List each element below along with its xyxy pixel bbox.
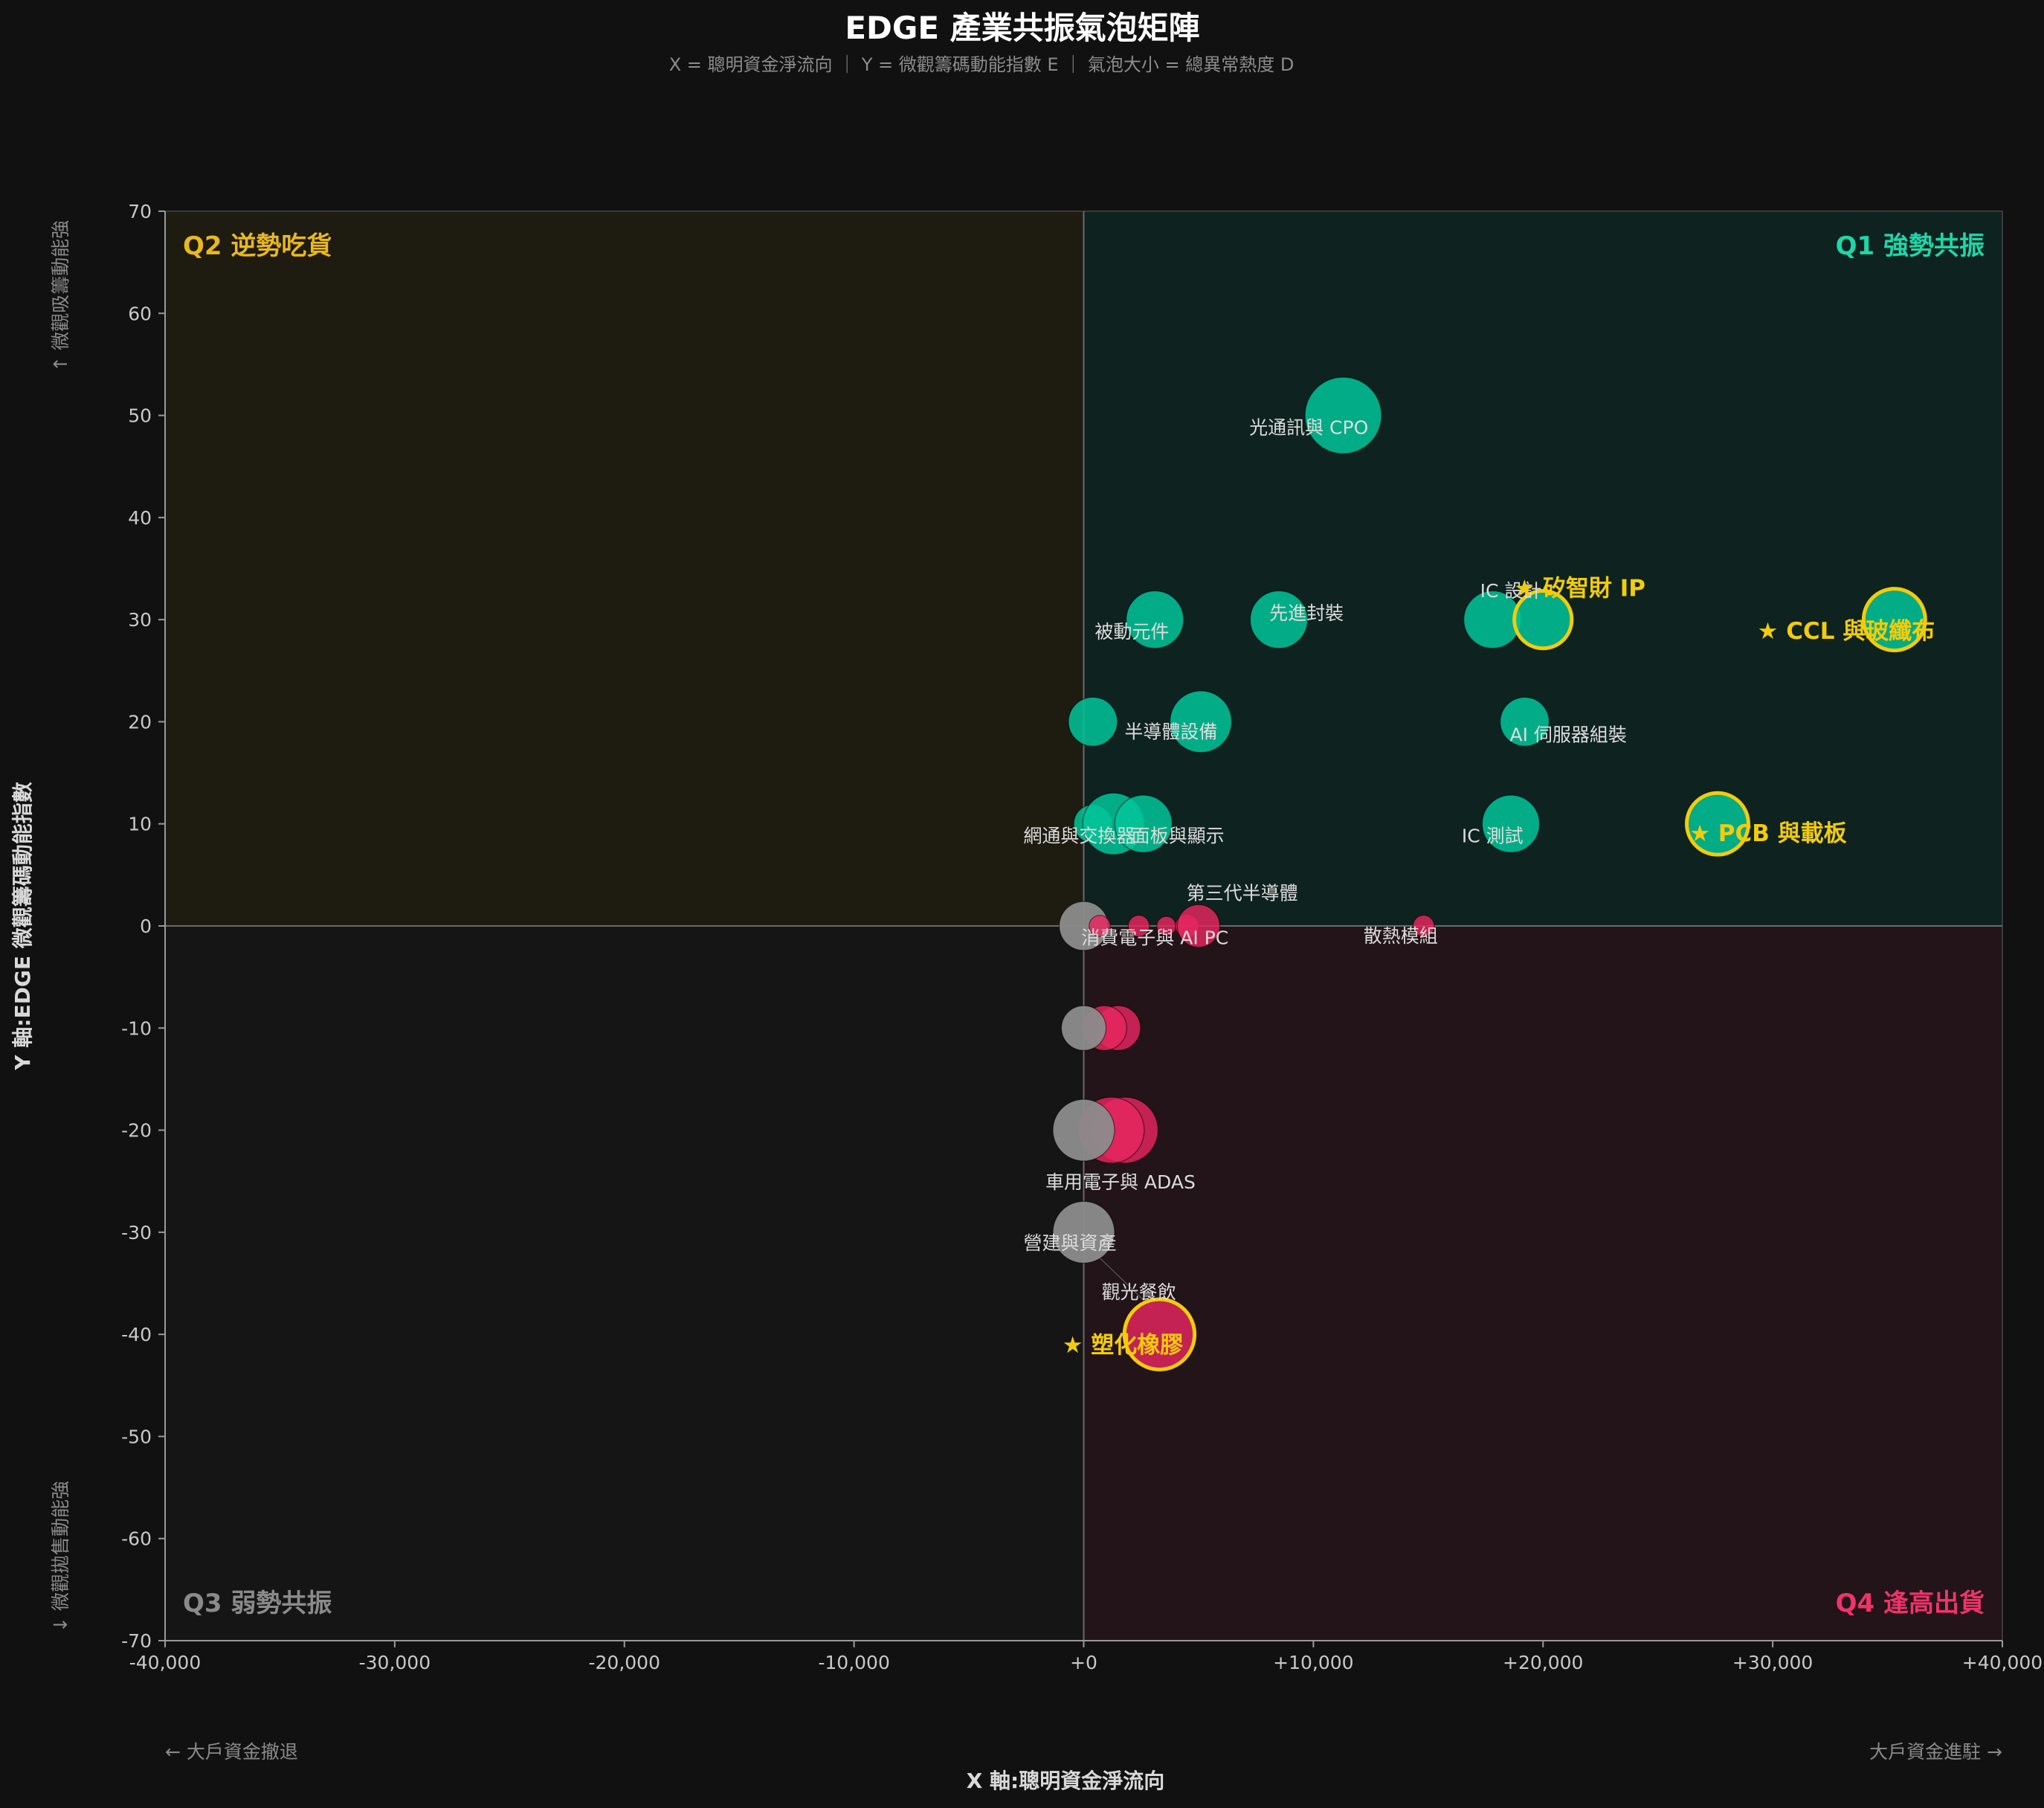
bubble	[1304, 376, 1382, 454]
x-axis-right-note: 大戶資金進駐 →	[1869, 1741, 2002, 1763]
bubble	[1126, 590, 1184, 649]
bubble	[1685, 791, 1750, 857]
y-tick-label: 40	[128, 507, 152, 529]
bubble	[1176, 904, 1221, 948]
bubble	[1249, 590, 1309, 649]
quadrant-backgrounds	[165, 211, 2002, 1641]
y-tick-label: 50	[128, 405, 152, 427]
y-tick-label: 10	[128, 814, 152, 835]
bubble	[1127, 915, 1150, 937]
y-axis-bottom-note: ↓ 微觀拋售動能強	[50, 1481, 71, 1632]
point-label: AI 伺服器組裝	[1510, 724, 1627, 746]
y-axis-label: Y 軸:EDGE 微觀籌碼動能指數	[10, 782, 35, 1070]
point-label: 網通與交換器	[1023, 825, 1135, 846]
quadrant-bg-q3	[165, 926, 1084, 1641]
point-label: 散熱模組	[1364, 925, 1438, 947]
y-tick-label: -50	[121, 1426, 152, 1447]
bubble	[1114, 794, 1173, 853]
bubble	[1089, 915, 1112, 937]
x-tick-label: +10,000	[1273, 1652, 1353, 1673]
point-label: 營建與資產	[1023, 1232, 1116, 1254]
y-tick-label: -40	[121, 1324, 152, 1345]
y-tick-label: 30	[128, 609, 152, 631]
quadrant-label-q3: Q3 弱勢共振	[183, 1589, 332, 1618]
bubble	[1052, 1098, 1115, 1162]
x-tick-label: -30,000	[359, 1652, 431, 1673]
highlight-point-label: ★ CCL 與玻纖布	[1758, 618, 1935, 645]
y-axis-top-note: ↑ 微觀吸籌動能強	[50, 220, 71, 372]
quadrant-bg-q2	[165, 211, 1084, 926]
point-label: 被動元件	[1094, 621, 1169, 643]
bubble	[1122, 1297, 1197, 1371]
quadrant-label-q4: Q4 逢高出貨	[1836, 1589, 1985, 1618]
bubble	[1169, 690, 1233, 753]
y-tick-label: -10	[121, 1017, 152, 1039]
point-label: 先進封裝	[1269, 602, 1344, 624]
y-tick-label: -20	[121, 1120, 152, 1142]
highlight-point-label: ★ 塑化橡膠	[1063, 1332, 1184, 1359]
x-tick-label: -10,000	[818, 1652, 890, 1673]
y-tick-label: 60	[128, 303, 152, 324]
quadrant-bg-q1	[1083, 211, 2002, 926]
x-tick-label: +40,000	[1962, 1652, 2043, 1673]
bubble	[1500, 696, 1550, 747]
point-label: 消費電子與 AI PC	[1081, 927, 1228, 949]
y-tick-label: -60	[121, 1528, 152, 1550]
x-tick-label: +30,000	[1732, 1652, 1813, 1673]
bubble	[1861, 587, 1927, 653]
bubble	[1060, 1005, 1107, 1051]
y-tick-label: -30	[121, 1222, 152, 1244]
y-tick-label: 70	[128, 201, 152, 222]
quadrant-bg-q4	[1083, 926, 2002, 1641]
highlight-point-label: ★ PCB 與載板	[1689, 820, 1846, 847]
point-label: IC 設計	[1480, 580, 1542, 602]
point-label: 觀光餐飲	[1102, 1281, 1176, 1303]
x-tick-label: -20,000	[589, 1652, 661, 1673]
bubble	[1512, 589, 1574, 651]
point-label: 半導體設備	[1124, 721, 1217, 742]
data-points	[1052, 376, 1927, 1371]
x-tick-label: +20,000	[1503, 1652, 1583, 1673]
x-axis-left-note: ← 大戶資金撤退	[165, 1741, 298, 1763]
quadrant-label-q2: Q2 逆勢吃貨	[183, 231, 332, 261]
point-label: IC 測試	[1462, 825, 1524, 846]
chart-title: EDGE 產業共振氣泡矩陣	[845, 10, 1199, 46]
quadrant-label-q1: Q1 強勢共振	[1836, 231, 1985, 261]
x-tick-label: +0	[1070, 1652, 1097, 1673]
axes: -40,000 -30,000 -20,000 -10,000 +0 +10,000 +20…	[121, 201, 2043, 1673]
x-axis-label: X 軸:聰明資金淨流向	[967, 1769, 1165, 1793]
y-tick-label: 0	[140, 916, 152, 937]
point-labels: 光通訊與 CPO 被動元件 先進封裝 IC 設計★ 矽智財 IP ★ CCL 與玻纖布半…	[1023, 416, 1935, 1359]
bubble	[1481, 794, 1541, 853]
y-tick-label: -70	[121, 1630, 152, 1652]
y-tick-label: 20	[128, 711, 152, 733]
bubble	[1052, 1200, 1115, 1264]
x-tick-label: -40,000	[129, 1652, 202, 1673]
highlight-point-label: ★ 矽智財 IP	[1514, 576, 1645, 602]
bubble	[1068, 696, 1118, 747]
point-label: 光通訊與 CPO	[1249, 416, 1368, 438]
point-label: 車用電子與 ADAS	[1045, 1171, 1196, 1193]
chart-subtitle: X = 聰明資金淨流向 ｜ Y = 微觀籌碼動能指數 E ｜ 氣泡大小 = 總異…	[669, 54, 1295, 75]
point-label: 第三代半導體	[1187, 882, 1298, 904]
bubble	[1412, 915, 1435, 937]
point-label: 面板與顯示	[1132, 825, 1225, 846]
